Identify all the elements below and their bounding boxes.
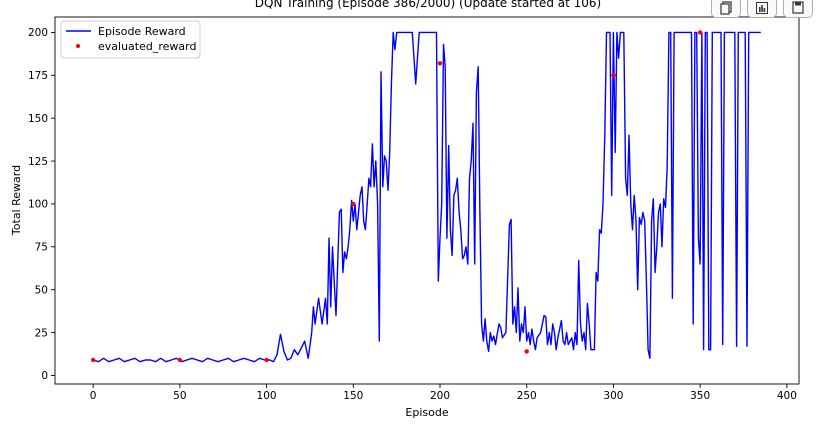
x-tick-label: 100 bbox=[257, 390, 277, 402]
evaluated-reward-point bbox=[91, 357, 96, 363]
x-tick-label: 150 bbox=[343, 390, 363, 402]
episode-reward-line bbox=[92, 31, 761, 363]
evaluated-reward-point bbox=[524, 349, 529, 354]
evaluated-reward-point bbox=[177, 357, 183, 363]
axes-layer: 0 50 100 150 200 250 300 350 400 0 25 50 75 100 125 150… bbox=[28, 27, 797, 402]
y-tick-label: 175 bbox=[28, 70, 48, 82]
legend-dot-swatch bbox=[76, 44, 80, 48]
legend: Episode Reward evaluated_reward bbox=[60, 20, 201, 59]
copy-button[interactable] bbox=[711, 0, 741, 18]
y-tick-label: 100 bbox=[28, 199, 48, 211]
bar-chart-icon bbox=[756, 2, 768, 14]
legend-label-evaluated-reward: evaluated_reward bbox=[98, 40, 196, 53]
evaluated-reward-point bbox=[611, 73, 616, 78]
x-axis-label: Episode bbox=[405, 406, 448, 419]
y-axis-label: Total Reward bbox=[10, 165, 23, 236]
series-layer bbox=[91, 30, 761, 363]
y-tick-label: 50 bbox=[35, 284, 48, 296]
x-tick-label: 200 bbox=[430, 390, 450, 402]
x-tick-label: 50 bbox=[173, 390, 186, 402]
legend-box bbox=[60, 20, 201, 59]
y-tick-label: 75 bbox=[35, 242, 48, 254]
plot-area bbox=[55, 17, 799, 384]
x-tick-label: 300 bbox=[603, 390, 623, 402]
y-tick-label: 200 bbox=[28, 27, 48, 39]
save-icon bbox=[792, 1, 804, 14]
x-tick-label: 350 bbox=[690, 390, 710, 402]
y-tick-label: 150 bbox=[28, 113, 48, 125]
save-button[interactable] bbox=[783, 0, 813, 18]
chart-view-button[interactable] bbox=[747, 0, 777, 18]
copy-icon bbox=[720, 1, 732, 15]
x-tick-label: 250 bbox=[517, 390, 537, 402]
x-tick-label: 0 bbox=[90, 390, 97, 402]
toolbar bbox=[711, 0, 813, 18]
y-tick-label: 25 bbox=[35, 327, 48, 339]
y-tick-label: 125 bbox=[28, 156, 48, 168]
chart-title: DQN Training (Episode 386/2000) (Update … bbox=[255, 0, 601, 10]
plot-frame bbox=[54, 16, 800, 385]
evaluated-reward-point bbox=[437, 61, 443, 66]
legend-label-episode-reward: Episode Reward bbox=[98, 25, 186, 38]
evaluated-reward-point bbox=[264, 357, 269, 363]
evaluated-reward-point bbox=[697, 30, 703, 35]
y-tick-label: 0 bbox=[41, 370, 48, 382]
evaluated-reward-point bbox=[351, 201, 356, 207]
x-tick-label: 400 bbox=[777, 390, 797, 402]
